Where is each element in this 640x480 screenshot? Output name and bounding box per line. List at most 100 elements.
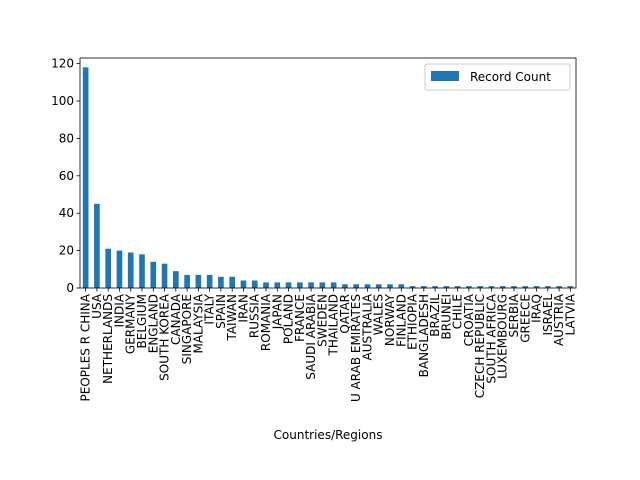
x-tick-label-15: RUSSIA bbox=[248, 293, 262, 338]
bar-5 bbox=[139, 254, 145, 288]
bar-10 bbox=[195, 274, 202, 288]
plot-frame bbox=[79, 57, 577, 289]
x-tick-label-40: IRAQ bbox=[530, 294, 544, 323]
x-tick-label-37: LUXEMBOURG bbox=[496, 294, 510, 379]
bar-12 bbox=[218, 276, 224, 288]
bar-28 bbox=[398, 284, 405, 288]
bar-23 bbox=[342, 284, 348, 288]
x-tick-label-42: AUSTRIA bbox=[552, 293, 566, 346]
x-tick-label-29: ETHIOPIA bbox=[406, 293, 420, 350]
bar-36 bbox=[488, 286, 495, 288]
bar-34 bbox=[466, 286, 472, 288]
bar-30 bbox=[421, 286, 427, 288]
bar-27 bbox=[387, 284, 393, 288]
bar-9 bbox=[184, 274, 190, 288]
y-tick-label-6: 120 bbox=[51, 57, 74, 71]
bar-42 bbox=[556, 286, 562, 288]
x-tick-label-16: ROMANIA bbox=[259, 293, 273, 351]
y-tick-label-1: 20 bbox=[59, 244, 74, 258]
bar-33 bbox=[454, 286, 461, 288]
bar-43 bbox=[567, 286, 574, 288]
x-tick-label-20: SAUDI ARABIA bbox=[304, 293, 318, 379]
bar-13 bbox=[229, 276, 235, 288]
x-tick-label-5: BELGIUM bbox=[135, 294, 149, 348]
bar-37 bbox=[499, 286, 506, 288]
x-tick-label-3: INDIA bbox=[112, 293, 126, 327]
bar-18 bbox=[285, 282, 292, 288]
x-tick-label-18: POLAND bbox=[282, 294, 296, 344]
bar-19 bbox=[297, 282, 303, 288]
x-tick-label-11: ITALY bbox=[203, 293, 217, 324]
bar-11 bbox=[206, 274, 213, 288]
bars-group bbox=[82, 67, 574, 288]
x-tick-label-13: TAIWAN bbox=[225, 294, 239, 342]
x-tick-label-31: BRAZIL bbox=[428, 294, 442, 337]
bar-25 bbox=[364, 284, 371, 288]
x-tick-label-26: WALES bbox=[372, 294, 386, 335]
x-axis-label: Countries/Regions bbox=[274, 428, 383, 442]
x-tick-label-34: CROATIA bbox=[462, 293, 476, 346]
legend-label: Record Count bbox=[470, 70, 551, 84]
y-tick-label-4: 80 bbox=[59, 131, 74, 145]
x-tick-label-1: USA bbox=[90, 293, 104, 319]
bar-29 bbox=[409, 286, 416, 288]
bar-7 bbox=[161, 263, 168, 288]
bar-22 bbox=[330, 282, 337, 288]
x-tick-label-38: SERBIA bbox=[507, 293, 521, 337]
legend-swatch bbox=[431, 71, 459, 81]
legend: Record Count bbox=[424, 63, 571, 91]
y-tick-label-0: 0 bbox=[66, 281, 74, 295]
y-tick-label-3: 60 bbox=[59, 169, 74, 183]
bar-17 bbox=[274, 282, 281, 288]
bar-39 bbox=[522, 286, 529, 288]
bar-0 bbox=[82, 67, 89, 288]
x-tick-label-35: CZECH REPUBLIC bbox=[473, 294, 487, 398]
x-tick-label-14: IRAN bbox=[236, 294, 250, 323]
bar-41 bbox=[545, 286, 551, 288]
y-tick-label-5: 100 bbox=[51, 94, 74, 108]
x-tick-label-22: THAILAND bbox=[327, 294, 341, 357]
bar-3 bbox=[116, 250, 123, 288]
bar-8 bbox=[173, 271, 179, 288]
x-tick-label-43: LATVIA bbox=[563, 293, 577, 335]
x-tick-label-23: QATAR bbox=[338, 294, 352, 334]
x-tick-label-36: SOUTH AFRICA bbox=[484, 293, 498, 383]
x-tick-label-19: FRANCE bbox=[293, 294, 307, 342]
x-tick-label-12: SPAIN bbox=[214, 294, 228, 329]
x-tick-label-2: NETHERLANDS bbox=[101, 294, 115, 384]
x-tick-label-33: CHILE bbox=[451, 294, 465, 329]
x-tick-label-6: ENGLAND bbox=[146, 294, 160, 353]
bar-15 bbox=[251, 280, 258, 288]
bar-21 bbox=[319, 282, 326, 288]
bar-4 bbox=[127, 252, 134, 288]
bar-2 bbox=[105, 248, 111, 288]
x-tick-label-17: JAPAN bbox=[270, 294, 284, 330]
x-tick-label-4: GERMANY bbox=[124, 293, 138, 354]
bar-40 bbox=[533, 286, 540, 288]
x-tick-label-27: NORWAY bbox=[383, 293, 397, 346]
y-tick-label-2: 40 bbox=[59, 206, 74, 220]
y-axis: 0 20 40 60 80 100 120 bbox=[51, 57, 80, 295]
x-tick-label-0: PEOPLES R CHINA bbox=[79, 293, 93, 401]
bar-16 bbox=[263, 282, 269, 288]
x-tick-label-25: AUSTRALIA bbox=[360, 293, 374, 360]
x-tick-label-41: ISRAEL bbox=[541, 294, 555, 336]
legend-box bbox=[424, 63, 571, 91]
bar-32 bbox=[443, 286, 450, 288]
bar-24 bbox=[353, 284, 359, 288]
bar-20 bbox=[308, 282, 314, 288]
bar-35 bbox=[477, 286, 483, 288]
x-tick-label-28: FINLAND bbox=[394, 294, 408, 347]
x-tick-label-39: GREECE bbox=[518, 294, 532, 343]
bar-31 bbox=[432, 286, 438, 288]
bar-14 bbox=[240, 280, 247, 288]
bar-1 bbox=[94, 203, 100, 288]
x-tick-label-8: CANADA bbox=[169, 293, 183, 345]
x-tick-label-9: SINGAPORE bbox=[180, 294, 194, 364]
x-axis: PEOPLES R CHINAUSANETHERLANDSINDIAGERMAN… bbox=[79, 288, 577, 402]
x-tick-label-32: BRUNEI bbox=[439, 294, 453, 339]
x-tick-label-21: SWEDEN bbox=[315, 294, 329, 347]
x-tick-label-30: BANGLADESH bbox=[417, 294, 431, 377]
x-tick-label-24: U ARAB EMIRATES bbox=[349, 294, 363, 402]
x-tick-label-7: SOUTH KOREA bbox=[158, 293, 172, 381]
